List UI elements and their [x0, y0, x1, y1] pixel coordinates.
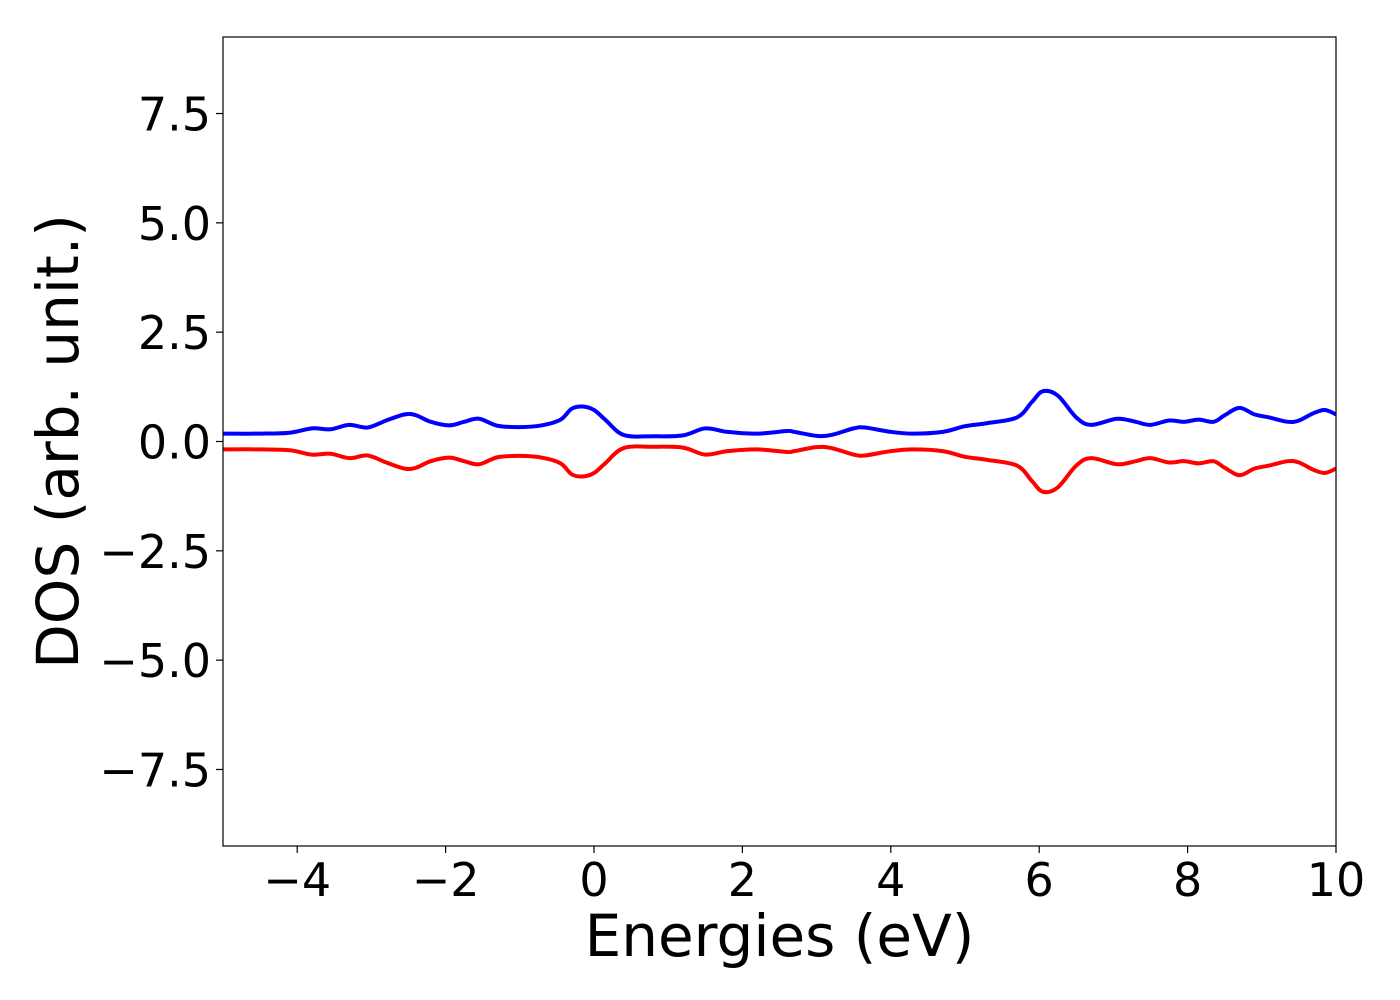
- y-tick-label: 7.5: [138, 88, 211, 142]
- y-tick-label: −7.5: [99, 743, 211, 797]
- x-tick-label: 4: [876, 853, 905, 907]
- x-tick-label: −2: [412, 853, 480, 907]
- x-tick-label: 2: [728, 853, 757, 907]
- series-line-2: [222, 444, 1337, 495]
- x-tick-label: 10: [1307, 853, 1366, 907]
- x-tick-label: 0: [579, 853, 608, 907]
- x-tick-label: 8: [1173, 853, 1202, 907]
- series-layer: [222, 388, 1337, 495]
- y-tick-label: 2.5: [138, 306, 211, 360]
- y-tick-label: 5.0: [138, 197, 211, 251]
- y-tick-label: 0.0: [138, 416, 211, 470]
- y-axis: −7.5 −5.0 −2.5 0.0 2.5 5.0 7.5: [99, 88, 223, 797]
- plot-frame: [222, 36, 1337, 847]
- x-axis: −4 −2 0 2 4 6 8 10: [263, 846, 1365, 907]
- y-tick-label: −5.0: [99, 634, 211, 688]
- series-line-1: [222, 388, 1337, 439]
- x-tick-label: −4: [263, 853, 331, 907]
- y-tick-label: −2.5: [99, 525, 211, 579]
- y-axis-label: DOS (arb. unit.): [24, 214, 92, 669]
- x-axis-label: Energies (eV): [585, 902, 975, 970]
- x-tick-label: 6: [1025, 853, 1054, 907]
